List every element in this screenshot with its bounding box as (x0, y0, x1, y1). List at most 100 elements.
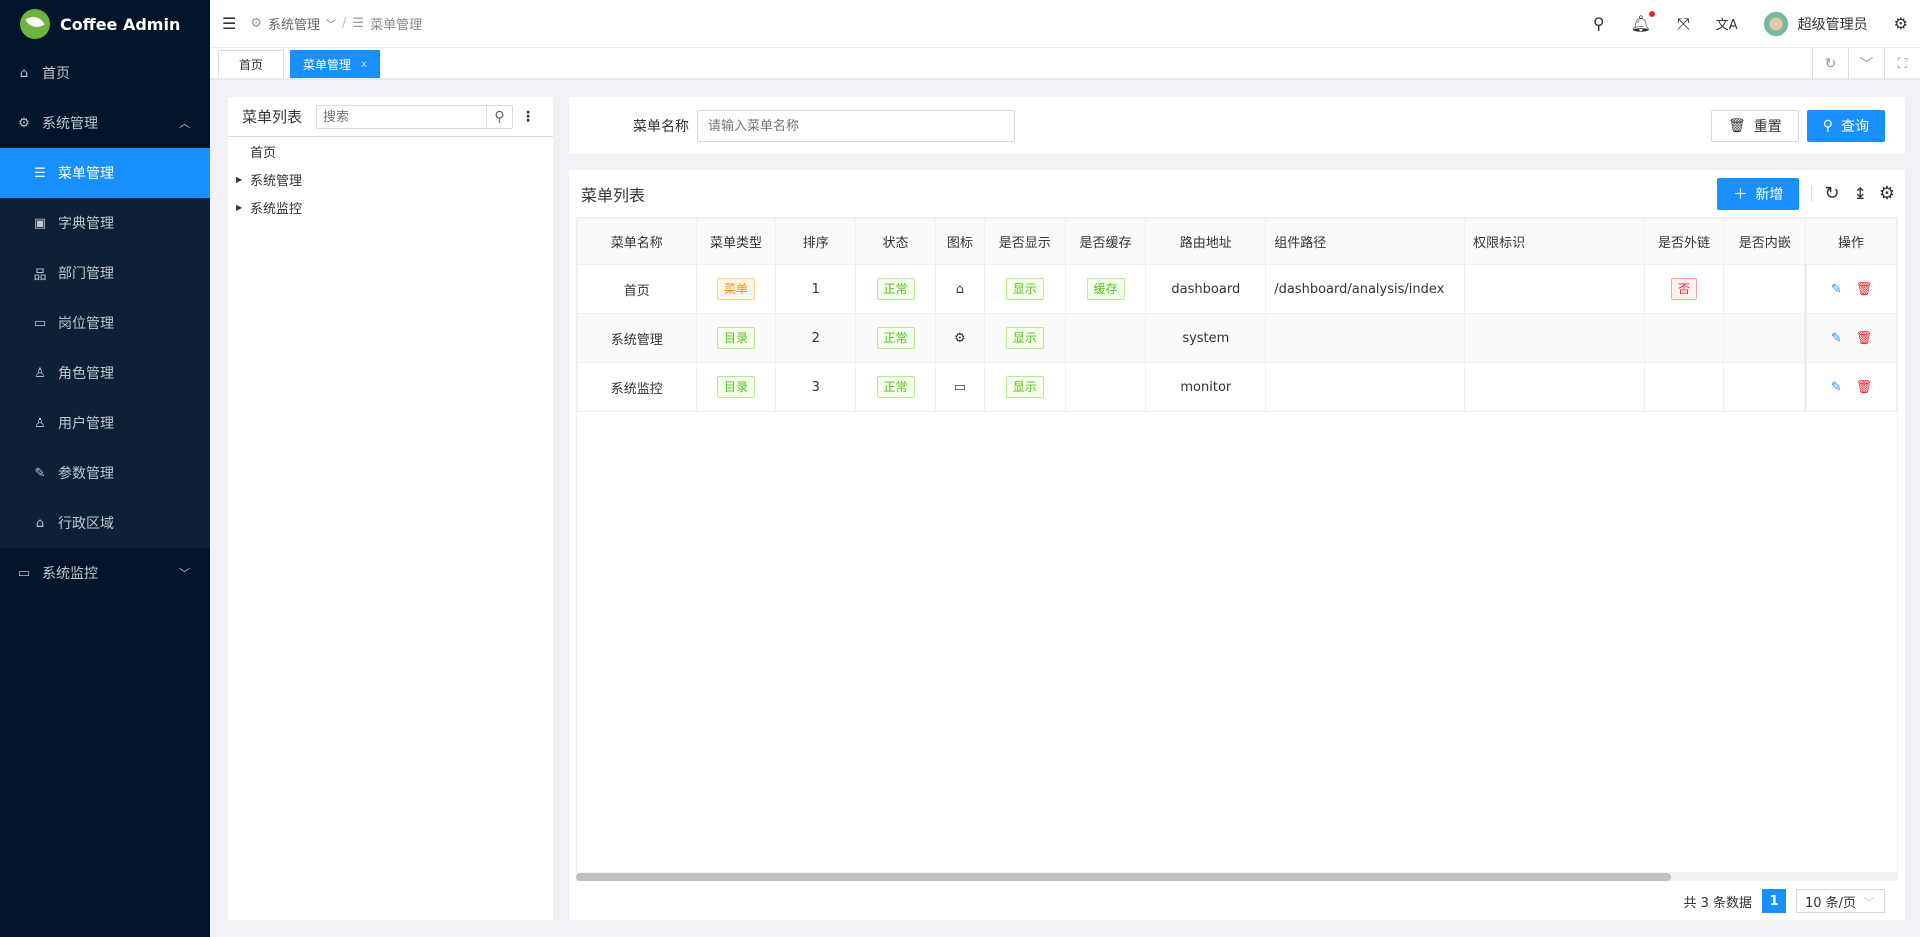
tab-label: 首页 (239, 58, 264, 72)
menu-name-input[interactable] (697, 109, 1015, 142)
cell-type: 目录 (695, 313, 777, 363)
cell-type: 目录 (695, 362, 777, 412)
delete-icon[interactable]: 🗑︎ (1855, 281, 1873, 297)
user-menu[interactable]: 超级管理员 (1763, 11, 1868, 36)
bell-icon[interactable]: 🔔︎ (1631, 11, 1655, 33)
scrollbar-thumb[interactable] (576, 873, 1671, 881)
search-icon: ⚲ (1822, 117, 1833, 134)
sidebar-item-system[interactable]: ⚙ 系统管理 ︿ (0, 98, 210, 148)
delete-icon[interactable]: 🗑︎ (1855, 330, 1873, 346)
search-icon[interactable]: ⚲ (486, 105, 512, 128)
tab-bar: 首页 菜单管理 x ↻ ﹀ ⛶ (210, 48, 1920, 80)
caret-right-icon[interactable]: ▶ (236, 202, 243, 212)
tree-search[interactable]: ⚲ (316, 104, 514, 129)
table-row[interactable]: 系统监控 目录 3 正常 ▭ 显示 monitor ✎ 🗑︎ (577, 362, 1897, 412)
cell-link (1643, 313, 1725, 363)
users-icon: ♙ (34, 365, 46, 381)
tree-search-input[interactable] (317, 105, 487, 128)
gear-icon: ⚙ (954, 330, 966, 346)
chevron-down-icon[interactable]: ﹀ (1848, 48, 1884, 80)
refresh-icon[interactable]: ↻ (1812, 48, 1848, 80)
logo[interactable]: Coffee Admin (0, 0, 210, 48)
caret-right-icon[interactable]: ▶ (236, 174, 243, 184)
edit-icon[interactable]: ✎ (1830, 281, 1842, 297)
list-icon: ☰ (34, 165, 46, 181)
edit-icon[interactable]: ✎ (1830, 379, 1842, 395)
cell-visible: 显示 (983, 313, 1066, 363)
density-icon[interactable]: ↨ (1853, 184, 1867, 203)
sidebar-item-dict[interactable]: ▣ 字典管理 (0, 198, 210, 248)
sidebar-item-monitor[interactable]: ▭ 系统监控 ﹀ (0, 548, 210, 598)
label: 部门管理 (58, 266, 114, 282)
cell-icon: ▭ (934, 362, 985, 412)
app-title: Coffee Admin (60, 14, 181, 34)
cell-actions: ✎ 🗑︎ (1804, 362, 1897, 412)
collapse-sidebar-icon[interactable]: ☰ (222, 14, 237, 33)
column-settings-icon[interactable]: ⚙ (1878, 183, 1895, 204)
breadcrumb-item[interactable]: 系统管理 (268, 18, 321, 33)
label: 用户管理 (58, 416, 114, 432)
column-header: 菜单类型 (695, 218, 777, 265)
sidebar: Coffee Admin ⌂ 首页 ⚙ 系统管理 ︿ ☰ 菜单管理 ▣ 字典管理 品部门管… (0, 0, 210, 937)
horizontal-scrollbar[interactable] (576, 873, 1898, 881)
label: 重置 (1753, 118, 1782, 135)
sidebar-item-region[interactable]: ⌂ 行政区域 (0, 498, 210, 548)
delete-icon[interactable]: 🗑︎ (1855, 379, 1873, 395)
status-tag: 正常 (876, 278, 915, 300)
label: 行政区域 (58, 516, 114, 532)
fullscreen-icon[interactable]: ⤧ (1676, 13, 1690, 33)
cell-link (1643, 362, 1725, 412)
type-tag: 目录 (717, 376, 756, 398)
settings-icon[interactable]: ⚙ (1893, 14, 1908, 33)
sidebar-item-role[interactable]: ♙ 角色管理 (0, 348, 210, 398)
table-row[interactable]: 首页 菜单 1 正常 ⌂ 显示 缓存 dashboard /dashboard/… (577, 264, 1897, 314)
link-tag: 否 (1670, 278, 1697, 300)
query-button[interactable]: ⚲ 查询 (1806, 109, 1885, 142)
tab-menu[interactable]: 菜单管理 x (290, 50, 380, 78)
page-1-button[interactable]: 1 (1762, 889, 1786, 913)
reset-button[interactable]: 🗑︎ 重置 (1710, 109, 1799, 142)
cell-perm (1464, 264, 1645, 314)
tree-node-label: 系统监控 (250, 201, 303, 217)
type-tag: 菜单 (717, 278, 756, 300)
tab-home[interactable]: 首页 (218, 50, 285, 78)
column-header: 操作 (1805, 218, 1897, 265)
column-header: 排序 (775, 218, 857, 265)
sidebar-item-home[interactable]: ⌂ 首页 (0, 48, 210, 98)
home-icon: ⌂ (955, 281, 965, 297)
more-icon[interactable]: ⋮ (521, 108, 536, 125)
cell-actions: ✎ 🗑︎ (1804, 264, 1897, 314)
search-icon[interactable]: ⚲ (1592, 14, 1605, 33)
tree-node[interactable]: ▶ 系统管理 (228, 165, 553, 193)
list-icon: ☰ (352, 16, 365, 31)
table-row[interactable]: 系统管理 目录 2 正常 ⚙ 显示 system ✎ 🗑︎ (577, 313, 1897, 363)
refresh-icon[interactable]: ↻ (1824, 183, 1840, 204)
sidebar-item-user[interactable]: ♙ 用户管理 (0, 398, 210, 448)
column-header: 组件路径 (1265, 218, 1466, 265)
sidebar-item-dept[interactable]: 品部门管理 (0, 248, 210, 298)
add-button[interactable]: ＋ 新增 (1717, 177, 1800, 210)
plus-icon: ＋ (1733, 186, 1748, 203)
close-icon[interactable]: x (361, 59, 367, 70)
tree-node[interactable]: 首页 (228, 137, 553, 165)
column-header: 状态 (855, 218, 936, 265)
visible-tag: 显示 (1005, 327, 1044, 349)
edit-icon[interactable]: ✎ (1830, 330, 1842, 346)
sidebar-item-config[interactable]: ✎ 参数管理 (0, 448, 210, 498)
bank-icon: ⌂ (35, 515, 45, 531)
page-size-select[interactable]: 10 条/页 ﹀ (1796, 889, 1885, 913)
translate-icon[interactable]: 文A (1715, 18, 1738, 33)
column-header: 是否内嵌 (1723, 218, 1807, 265)
header: ☰ ⚙ 系统管理 ﹀ / ☰ 菜单管理 ⚲ 🔔︎ ⤧ 文A 超级管理员 ⚙ (210, 0, 1920, 48)
label: 岗位管理 (58, 316, 114, 332)
sidebar-item-post[interactable]: ▭ 岗位管理 (0, 298, 210, 348)
label: 查询 (1841, 118, 1869, 135)
cell-status: 正常 (855, 264, 936, 314)
search-panel: 菜单名称 🗑︎ 重置 ⚲ 查询 (569, 97, 1905, 154)
tree-node[interactable]: ▶ 系统监控 (228, 193, 553, 221)
home-icon: ⌂ (19, 65, 29, 81)
maximize-icon[interactable]: ⛶ (1884, 48, 1920, 80)
cell-component (1265, 313, 1466, 363)
sidebar-item-menu[interactable]: ☰ 菜单管理 (0, 148, 210, 198)
cell-cache (1064, 313, 1147, 363)
